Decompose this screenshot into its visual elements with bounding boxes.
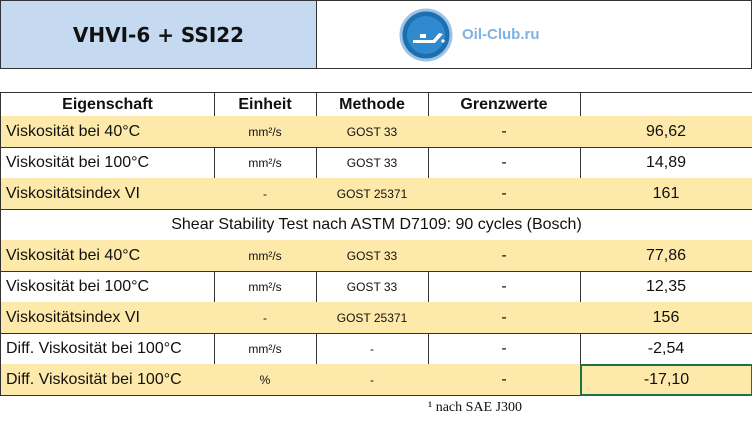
value: 161 xyxy=(580,178,752,210)
limit: - xyxy=(428,240,581,272)
unit: mm²/s xyxy=(214,147,317,179)
method: GOST 25371 xyxy=(316,178,429,210)
column-header: Methode xyxy=(316,92,429,117)
column-header: Eigenschaft xyxy=(0,92,215,117)
logo-text: Oil-Club.ru xyxy=(462,26,540,43)
column-header: Einheit xyxy=(214,92,317,117)
title: VHVI-6 + SSI22 xyxy=(72,22,245,47)
value: -2,54 xyxy=(580,333,752,365)
section-row: Shear Stability Test nach ASTM D7109: 90… xyxy=(0,209,752,241)
unit: - xyxy=(214,302,317,334)
method: - xyxy=(316,333,429,365)
method: GOST 33 xyxy=(316,240,429,272)
column-header: Grenzwerte xyxy=(428,92,581,117)
property: Viskosität bei 100°C xyxy=(0,147,215,179)
value: 77,86 xyxy=(580,240,752,272)
limit: - xyxy=(428,271,581,303)
value: -17,10 xyxy=(580,364,752,396)
value: 12,35 xyxy=(580,271,752,303)
logo-cell: Oil-Club.ru xyxy=(316,0,752,69)
limit: - xyxy=(428,364,581,396)
method: GOST 25371 xyxy=(316,302,429,334)
value: 96,62 xyxy=(580,116,752,148)
limit: - xyxy=(428,178,581,210)
value: 156 xyxy=(580,302,752,334)
property: Viskositätsindex VI xyxy=(0,178,215,210)
limit: - xyxy=(428,333,581,365)
method: - xyxy=(316,364,429,396)
limit: - xyxy=(428,302,581,334)
property: Viskosität bei 40°C xyxy=(0,116,215,148)
method: GOST 33 xyxy=(316,271,429,303)
column-header xyxy=(580,92,752,117)
footnote: ¹ nach SAE J300 xyxy=(428,400,523,415)
logo-icon xyxy=(399,8,453,61)
property: Diff. Viskosität bei 100°C xyxy=(0,364,215,396)
unit: mm²/s xyxy=(214,116,317,148)
unit: mm²/s xyxy=(214,271,317,303)
value: 14,89 xyxy=(580,147,752,179)
method: GOST 33 xyxy=(316,147,429,179)
unit: mm²/s xyxy=(214,240,317,272)
limit: - xyxy=(428,116,581,148)
limit: - xyxy=(428,147,581,179)
property: Diff. Viskosität bei 100°C xyxy=(0,333,215,365)
method: GOST 33 xyxy=(316,116,429,148)
property: Viskosität bei 40°C xyxy=(0,240,215,272)
unit: % xyxy=(214,364,317,396)
unit: - xyxy=(214,178,317,210)
unit: mm²/s xyxy=(214,333,317,365)
property: Viskosität bei 100°C xyxy=(0,271,215,303)
title-cell: VHVI-6 + SSI22 xyxy=(0,0,317,69)
property: Viskositätsindex VI xyxy=(0,302,215,334)
